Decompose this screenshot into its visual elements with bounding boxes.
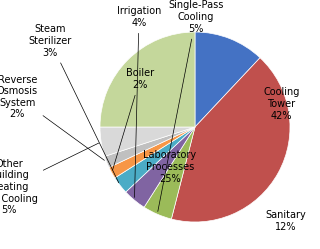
Wedge shape bbox=[100, 127, 195, 156]
Wedge shape bbox=[172, 58, 290, 222]
Text: Laboratory
Processes
25%: Laboratory Processes 25% bbox=[143, 150, 196, 184]
Wedge shape bbox=[195, 32, 260, 127]
Wedge shape bbox=[126, 127, 195, 207]
Text: Other
Building
Heating
and Cooling
5%: Other Building Heating and Cooling 5% bbox=[0, 143, 99, 215]
Wedge shape bbox=[100, 32, 195, 127]
Wedge shape bbox=[109, 127, 195, 178]
Text: Cooling
Tower
42%: Cooling Tower 42% bbox=[263, 87, 300, 121]
Text: Single-Pass
Cooling
5%: Single-Pass Cooling 5% bbox=[158, 0, 224, 211]
Text: Steam
Sterilizer
3%: Steam Sterilizer 3% bbox=[28, 24, 119, 183]
Text: Boiler
2%: Boiler 2% bbox=[113, 68, 154, 170]
Text: Sanitary
12%: Sanitary 12% bbox=[265, 210, 306, 232]
Wedge shape bbox=[105, 127, 195, 167]
Text: Irrigation
4%: Irrigation 4% bbox=[117, 6, 161, 197]
Wedge shape bbox=[115, 127, 195, 192]
Wedge shape bbox=[144, 127, 195, 219]
Text: Reverse
Osmosis
System
2%: Reverse Osmosis System 2% bbox=[0, 75, 104, 160]
